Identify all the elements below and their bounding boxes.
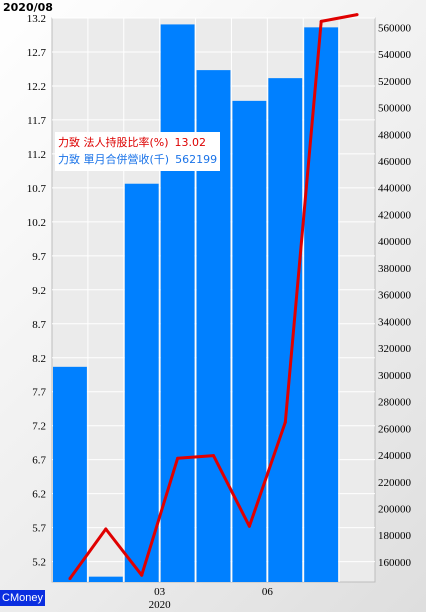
left-axis-tick-label: 9.2 xyxy=(32,285,46,297)
x-axis-year-label: 2020 xyxy=(149,599,172,611)
right-axis-tick-label: 220000 xyxy=(378,477,412,489)
bar xyxy=(268,78,303,582)
left-axis-tick-label: 7.2 xyxy=(32,421,46,433)
left-axis-tick-label: 8.7 xyxy=(32,319,46,331)
line-point xyxy=(68,577,72,581)
bar xyxy=(160,24,195,582)
right-axis-tick-label: 320000 xyxy=(378,343,412,355)
left-axis-tick-label: 13.2 xyxy=(27,13,46,25)
brand-logo: CMoney xyxy=(0,590,45,606)
line-point xyxy=(247,524,251,528)
right-axis-tick-label: 280000 xyxy=(378,397,412,409)
x-axis-tick-label: 03 xyxy=(154,586,166,598)
right-axis-tick-label: 420000 xyxy=(378,209,412,221)
bar xyxy=(88,576,123,582)
right-axis-tick-label: 480000 xyxy=(378,129,412,141)
right-axis-tick-label: 440000 xyxy=(378,183,412,195)
right-axis-tick-label: 340000 xyxy=(378,316,412,328)
legend: 力致 法人持股比率(%) 13.02 力致 單月合併營收(千) 562199 xyxy=(55,132,221,171)
left-axis-tick-label: 9.7 xyxy=(32,251,46,263)
legend-line-series: 力致 法人持股比率(%) 13.02 xyxy=(58,134,217,151)
bar xyxy=(124,183,159,583)
legend-bar-name: 力致 單月合併營收(千) xyxy=(58,153,170,166)
right-axis-tick-label: 380000 xyxy=(378,263,412,275)
right-axis-tick-label: 460000 xyxy=(378,156,412,168)
period-label: 2020/08 xyxy=(3,1,53,14)
line-point xyxy=(104,527,108,531)
right-axis-tick-label: 520000 xyxy=(378,76,412,88)
left-axis-tick-label: 6.7 xyxy=(32,455,46,467)
left-axis-tick-label: 10.2 xyxy=(27,217,46,229)
left-axis-tick-label: 12.2 xyxy=(27,81,46,93)
legend-line-value: 13.02 xyxy=(174,136,207,149)
right-axis-tick-label: 360000 xyxy=(378,290,412,302)
right-axis-tick-label: 260000 xyxy=(378,423,412,435)
legend-line-name: 力致 法人持股比率(%) xyxy=(58,136,169,149)
right-axis-tick-label: 200000 xyxy=(378,503,412,515)
line-point xyxy=(176,456,180,460)
line-point xyxy=(355,13,359,17)
left-axis-tick-label: 8.2 xyxy=(32,353,46,365)
bar xyxy=(304,27,339,582)
left-axis-tick-label: 11.7 xyxy=(27,115,46,127)
left-axis-tick-label: 5.2 xyxy=(32,557,46,569)
x-axis-tick-label: 06 xyxy=(262,586,274,598)
left-axis-tick-label: 5.7 xyxy=(32,523,46,535)
line-point xyxy=(319,19,323,23)
legend-bar-series: 力致 單月合併營收(千) 562199 xyxy=(58,151,217,168)
right-axis-tick-label: 300000 xyxy=(378,370,412,382)
legend-bar-value: 562199 xyxy=(175,153,218,166)
right-axis-tick-label: 160000 xyxy=(378,557,412,569)
line-point xyxy=(140,573,144,577)
left-axis-tick-label: 12.7 xyxy=(27,47,47,59)
right-axis-tick-label: 240000 xyxy=(378,450,412,462)
right-axis-tick-label: 400000 xyxy=(378,236,412,248)
bar xyxy=(53,366,87,582)
bar xyxy=(232,100,267,583)
right-axis-tick-label: 560000 xyxy=(378,22,412,34)
left-axis-tick-label: 11.2 xyxy=(27,149,46,161)
right-axis-tick-label: 500000 xyxy=(378,103,412,115)
right-axis-tick-label: 180000 xyxy=(378,530,412,542)
line-point xyxy=(212,454,215,458)
line-point xyxy=(283,420,287,424)
left-axis-tick-label: 10.7 xyxy=(27,183,47,195)
left-axis-tick-label: 6.2 xyxy=(32,489,46,501)
right-axis-tick-label: 540000 xyxy=(378,49,412,61)
left-axis-tick-label: 7.7 xyxy=(32,387,46,399)
